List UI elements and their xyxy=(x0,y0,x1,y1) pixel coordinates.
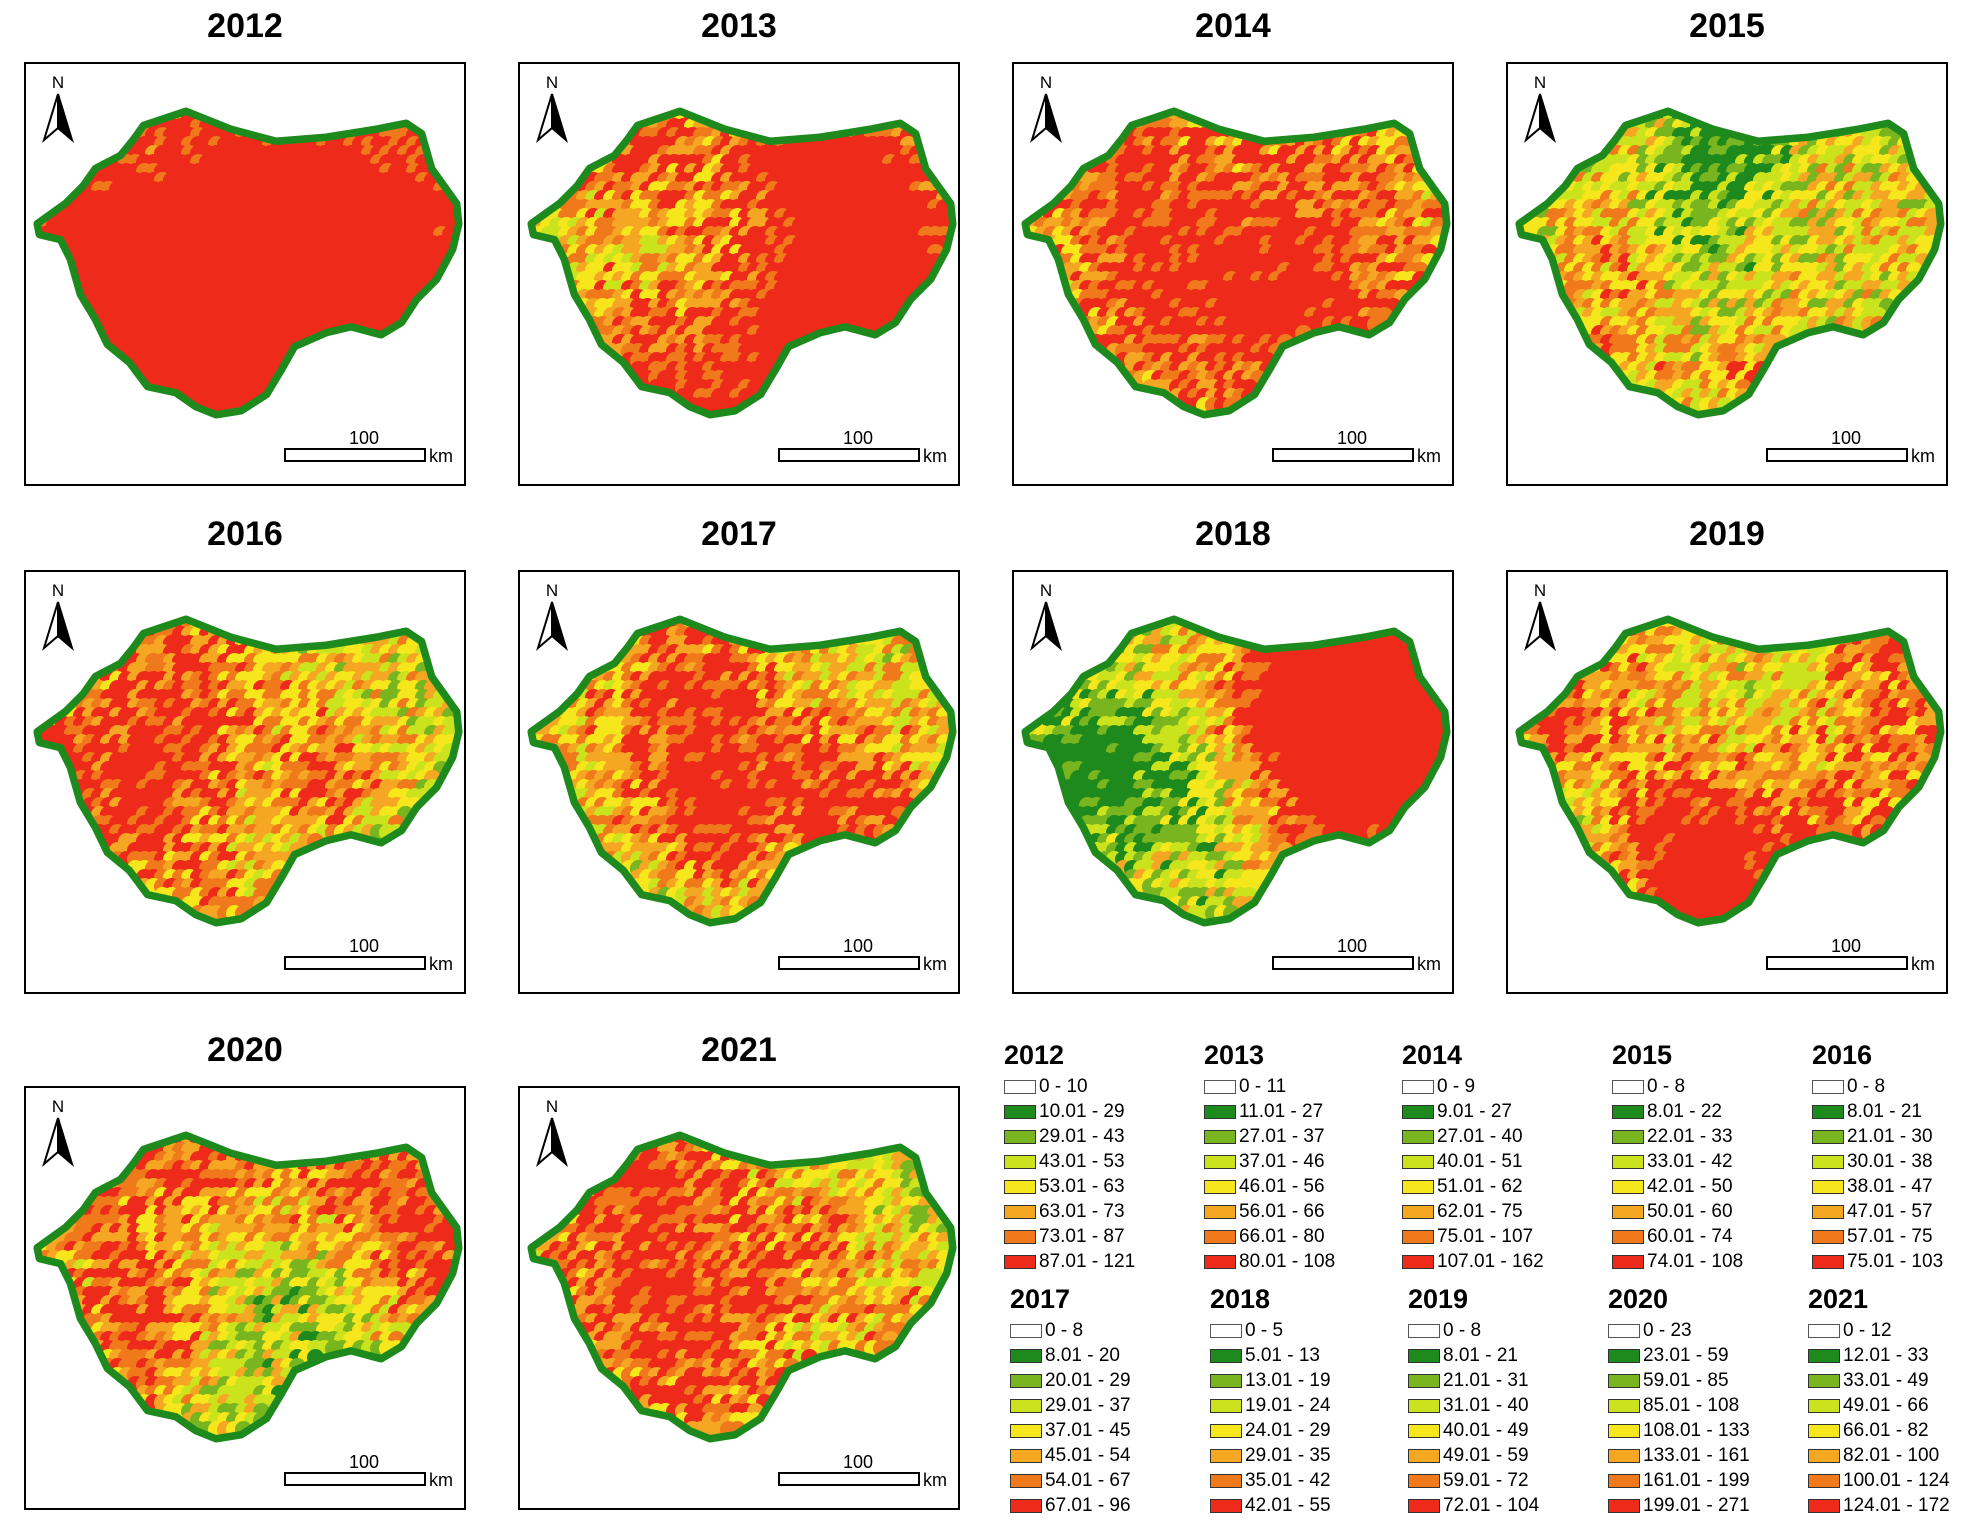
scale-bar: 100 km xyxy=(284,428,464,468)
heatmap-map xyxy=(1021,107,1451,419)
north-label: N xyxy=(1533,73,1547,92)
scale-unit: km xyxy=(1911,446,1935,466)
north-arrow-icon: N xyxy=(1030,74,1064,144)
map-frame: N 100 km xyxy=(24,570,466,994)
density-cells xyxy=(1026,112,1446,414)
north-arrow-icon: N xyxy=(1524,74,1558,144)
map-year-title: 2012 xyxy=(207,7,283,45)
scale-value: 100 xyxy=(842,428,874,448)
heatmap-map xyxy=(1515,107,1945,419)
map-year-title: 2015 xyxy=(1689,7,1765,45)
scale-unit: km xyxy=(429,446,453,466)
north-label: N xyxy=(51,73,65,92)
scale-value: 100 xyxy=(1830,428,1862,448)
scale-rect xyxy=(778,448,920,462)
map-year-title: 2013 xyxy=(701,7,777,45)
scale-bar: 100 km xyxy=(1272,428,1452,468)
scale-bar: 100 km xyxy=(1766,428,1946,468)
region-edge xyxy=(35,109,461,417)
map-frame: N 100 km xyxy=(24,62,466,486)
density-cells xyxy=(38,112,458,414)
north-label: N xyxy=(1039,73,1053,92)
north-arrow-icon: N xyxy=(536,74,570,144)
scale-rect xyxy=(1272,448,1414,462)
scale-bar: 100 km xyxy=(778,428,958,468)
heatmap-map xyxy=(33,107,463,419)
heatmap-map xyxy=(33,615,463,927)
density-cells xyxy=(38,620,458,922)
region-edge xyxy=(1023,109,1449,417)
scale-rect xyxy=(1766,448,1908,462)
scale-unit: km xyxy=(1417,446,1441,466)
density-cells xyxy=(1520,112,1940,414)
scale-unit: km xyxy=(923,446,947,466)
scale-value: 100 xyxy=(348,428,380,448)
map-panel-2013: 2013 N 100 km xyxy=(518,6,960,496)
north-arrow-icon: N xyxy=(42,74,76,144)
region-edge xyxy=(529,109,955,417)
map-panel-2015: 2015 N 100 km xyxy=(1506,6,1948,496)
north-label: N xyxy=(545,73,559,92)
map-panel-2012: 2012 N 100 km xyxy=(24,6,466,496)
scale-rect xyxy=(284,448,426,462)
map-year-title: 2014 xyxy=(1195,7,1271,45)
map-panel-2016: 2016 N 100 km xyxy=(24,514,466,1004)
map-frame: N 100 km xyxy=(518,62,960,486)
map-frame: N 100 km xyxy=(1506,62,1948,486)
map-year-title: 2016 xyxy=(207,515,283,553)
map-panel-2014: 2014 N 100 km xyxy=(1012,6,1454,496)
scale-value: 100 xyxy=(1336,428,1368,448)
map-frame: N 100 km xyxy=(1012,62,1454,486)
density-cells xyxy=(532,112,952,414)
heatmap-map xyxy=(527,107,957,419)
